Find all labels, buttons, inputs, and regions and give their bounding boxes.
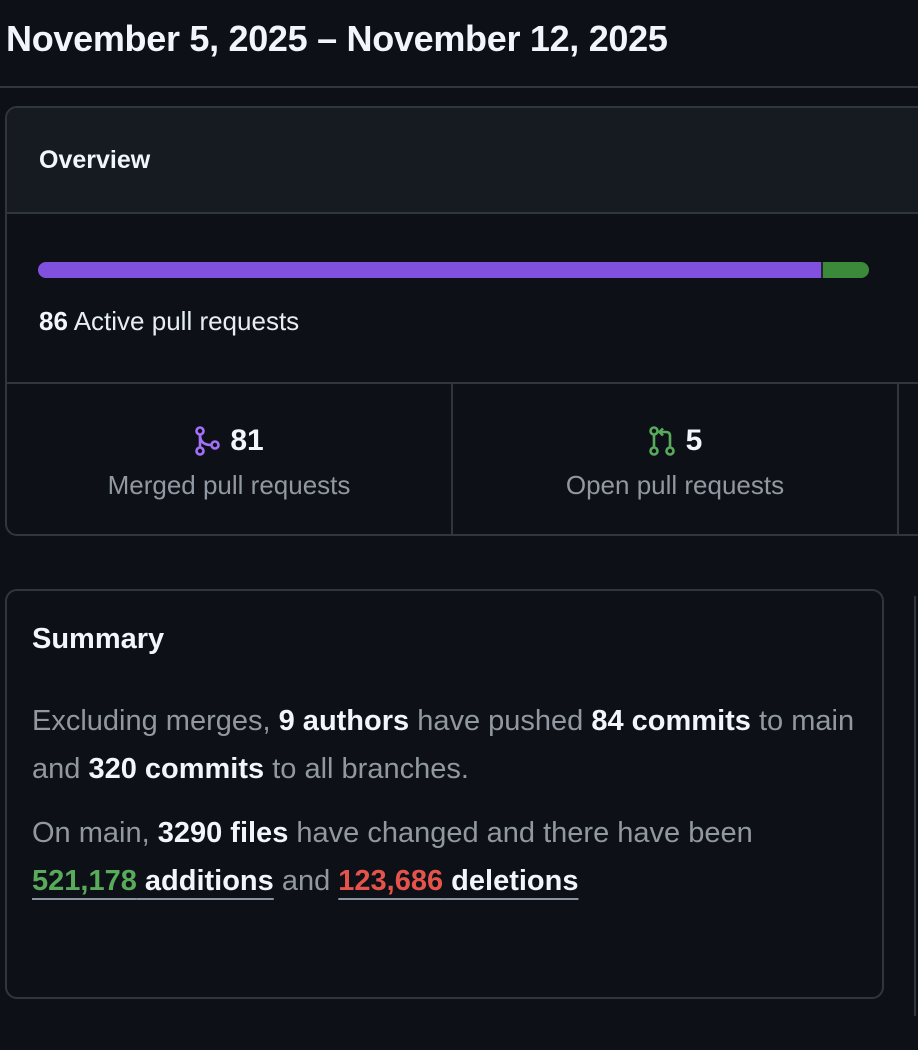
merged-label: Merged pull requests <box>107 470 351 500</box>
merged-segment <box>38 262 821 278</box>
text-segment: to all branches. <box>264 753 469 785</box>
overview-body: 86 Active pull requests <box>7 214 918 384</box>
merged-pull-requests-stat[interactable]: 81 Merged pull requests <box>7 384 453 534</box>
overview-title: Overview <box>39 145 151 174</box>
git-pull-request-icon <box>648 426 676 456</box>
additions-count[interactable]: 521,178 <box>32 865 137 897</box>
additions-label[interactable]: additions <box>136 865 274 897</box>
text-segment: and <box>273 865 339 897</box>
changes-summary: On main, 3290 files have changed and the… <box>32 809 872 905</box>
text-segment: Excluding merges, <box>32 705 279 737</box>
divider <box>0 86 918 88</box>
overview-header: Overview <box>7 108 918 214</box>
pull-request-progress-bar <box>38 262 869 278</box>
summary-card: Summary Excluding merges, 9 authors have… <box>5 589 884 999</box>
summary-title: Summary <box>32 623 165 655</box>
deletions-label[interactable]: deletions <box>443 865 579 897</box>
text-segment: have changed and there have been <box>288 817 753 849</box>
adjacent-card-edge <box>914 596 918 1016</box>
date-range-title: November 5, 2025 – November 12, 2025 <box>6 18 668 59</box>
main-commits-count: 84 commits <box>591 705 751 737</box>
open-segment <box>822 262 869 278</box>
merged-count: 81 <box>230 424 264 457</box>
git-merge-icon <box>194 426 221 456</box>
overview-card: Overview 86 Active pull requests <box>5 106 918 536</box>
deletions-count[interactable]: 123,686 <box>338 865 444 897</box>
text-segment: have pushed <box>409 705 592 737</box>
active-pull-requests[interactable]: 86 Active pull requests <box>39 306 299 337</box>
open-pull-requests-stat[interactable]: 5 Open pull requests <box>453 384 899 534</box>
authors-count: 9 authors <box>278 705 410 737</box>
active-count: 86 <box>39 306 68 336</box>
commits-summary: Excluding merges, 9 authors have pushed … <box>32 697 872 793</box>
open-label: Open pull requests <box>565 470 785 500</box>
all-commits-count: 320 commits <box>88 753 265 785</box>
text-segment: to main and <box>32 705 855 785</box>
files-changed-count: 3290 files <box>157 817 289 849</box>
text-segment: On main, <box>32 817 158 849</box>
open-count: 5 <box>685 424 703 457</box>
stats-row: 81 Merged pull requests 5 Open <box>7 384 918 534</box>
active-label: Active pull requests <box>73 306 300 336</box>
